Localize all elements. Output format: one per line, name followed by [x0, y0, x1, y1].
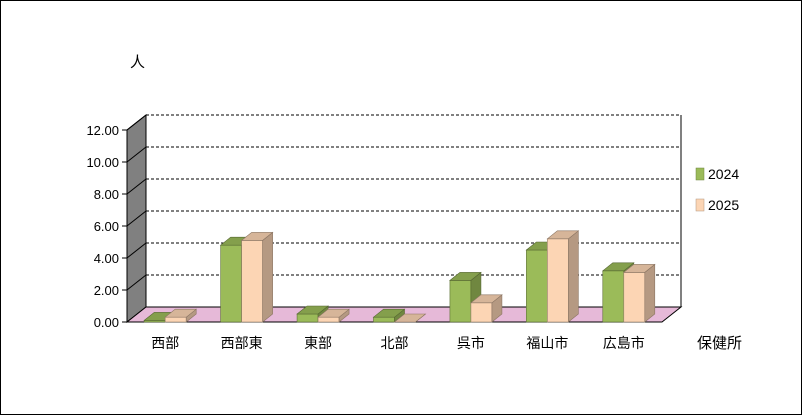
bar	[546, 230, 580, 323]
bar-top	[240, 232, 274, 241]
bar-top	[393, 313, 427, 323]
legend-label: 2025	[708, 197, 739, 213]
bar-front	[317, 316, 340, 323]
bar-front	[623, 272, 646, 323]
y-tick-label: 12.00	[86, 123, 119, 138]
legend-swatch	[695, 198, 705, 212]
gridline-wall	[126, 210, 147, 227]
bar-front	[164, 316, 187, 323]
y-tick-label: 10.00	[86, 155, 119, 170]
bar-top	[622, 264, 656, 273]
bar-side	[568, 230, 579, 323]
chart-bars-layer	[143, 230, 656, 323]
chart-text-layer: 0.00 2.00 4.00 6.00 8.00 10.00 12.00 西部 西部東 東部 北部 呉…	[86, 53, 742, 352]
x-category-label: 呉市	[457, 335, 485, 352]
legend-swatch	[695, 167, 705, 181]
x-category-label: 福山市	[526, 335, 568, 352]
bar-front	[373, 316, 395, 323]
bar-front	[449, 280, 472, 323]
bar-top	[601, 262, 635, 272]
gridline-wall	[126, 146, 147, 163]
bar-front	[470, 302, 493, 323]
x-category-label: 広島市	[603, 335, 645, 352]
x-category-label: 北部	[381, 336, 409, 352]
y-tick-label: 6.00	[94, 219, 119, 234]
bar-front	[241, 240, 263, 323]
y-tick-label: 4.00	[94, 251, 119, 266]
bar-front	[220, 244, 242, 323]
bar	[240, 231, 274, 323]
bar	[393, 313, 427, 323]
bar	[164, 308, 198, 323]
gridline-wall	[126, 178, 147, 195]
y-axis-title: 人	[130, 53, 145, 71]
bar-top	[296, 305, 329, 315]
bar	[622, 263, 656, 323]
bar	[449, 271, 482, 323]
y-tick-label: 8.00	[94, 187, 119, 202]
legend: 2024 2025	[695, 166, 739, 213]
bar-front	[547, 238, 569, 323]
bar-top	[164, 308, 198, 318]
bar-top	[449, 272, 482, 281]
bar-top	[546, 230, 580, 240]
x-category-label: 西部東	[221, 336, 263, 352]
bar	[317, 308, 350, 323]
bar-side	[644, 263, 656, 323]
bar-side	[262, 231, 273, 323]
bar	[470, 294, 503, 323]
chart-back-layer	[122, 113, 683, 324]
x-category-label: 東部	[304, 336, 332, 352]
y-tick-label: 0.00	[94, 315, 119, 330]
x-axis-title: 保健所	[697, 334, 742, 352]
bar-top	[317, 308, 350, 318]
gridline-wall	[126, 242, 147, 259]
bar-front	[526, 249, 548, 323]
gridline-wall	[126, 114, 147, 131]
gridline-wall	[126, 274, 147, 291]
bar-front	[602, 270, 625, 323]
bar	[372, 308, 406, 323]
bar-top	[372, 308, 406, 318]
y-tick-label: 2.00	[94, 283, 119, 298]
legend-label: 2024	[708, 166, 739, 182]
bar-front	[296, 313, 319, 323]
bar-top	[470, 294, 503, 304]
x-category-label: 西部	[151, 336, 179, 352]
